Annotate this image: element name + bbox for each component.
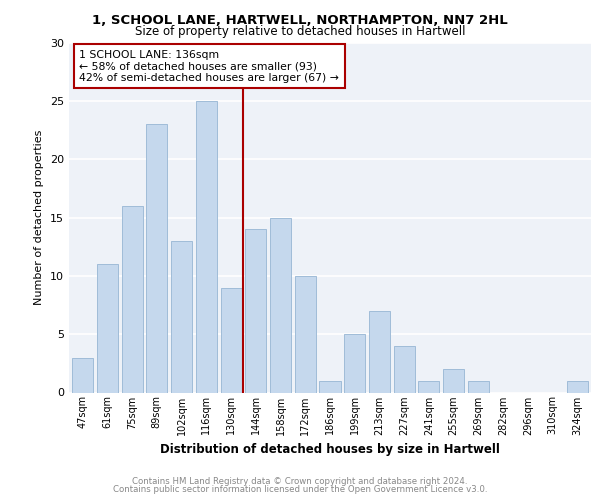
Bar <box>369 311 390 392</box>
X-axis label: Distribution of detached houses by size in Hartwell: Distribution of detached houses by size … <box>160 443 500 456</box>
Text: Contains HM Land Registry data © Crown copyright and database right 2024.: Contains HM Land Registry data © Crown c… <box>132 477 468 486</box>
Bar <box>319 381 341 392</box>
Bar <box>270 218 291 392</box>
Text: Contains public sector information licensed under the Open Government Licence v3: Contains public sector information licen… <box>113 485 487 494</box>
Bar <box>221 288 242 393</box>
Text: 1, SCHOOL LANE, HARTWELL, NORTHAMPTON, NN7 2HL: 1, SCHOOL LANE, HARTWELL, NORTHAMPTON, N… <box>92 14 508 27</box>
Bar <box>468 381 489 392</box>
Bar <box>97 264 118 392</box>
Text: 1 SCHOOL LANE: 136sqm
← 58% of detached houses are smaller (93)
42% of semi-deta: 1 SCHOOL LANE: 136sqm ← 58% of detached … <box>79 50 340 82</box>
Bar <box>196 101 217 392</box>
Bar <box>122 206 143 392</box>
Bar <box>295 276 316 392</box>
Bar <box>394 346 415 393</box>
Bar <box>567 381 588 392</box>
Bar <box>443 369 464 392</box>
Text: Size of property relative to detached houses in Hartwell: Size of property relative to detached ho… <box>135 25 465 38</box>
Y-axis label: Number of detached properties: Number of detached properties <box>34 130 44 305</box>
Bar <box>418 381 439 392</box>
Bar <box>245 229 266 392</box>
Bar <box>344 334 365 392</box>
Bar <box>72 358 93 392</box>
Bar <box>146 124 167 392</box>
Bar <box>171 241 192 392</box>
